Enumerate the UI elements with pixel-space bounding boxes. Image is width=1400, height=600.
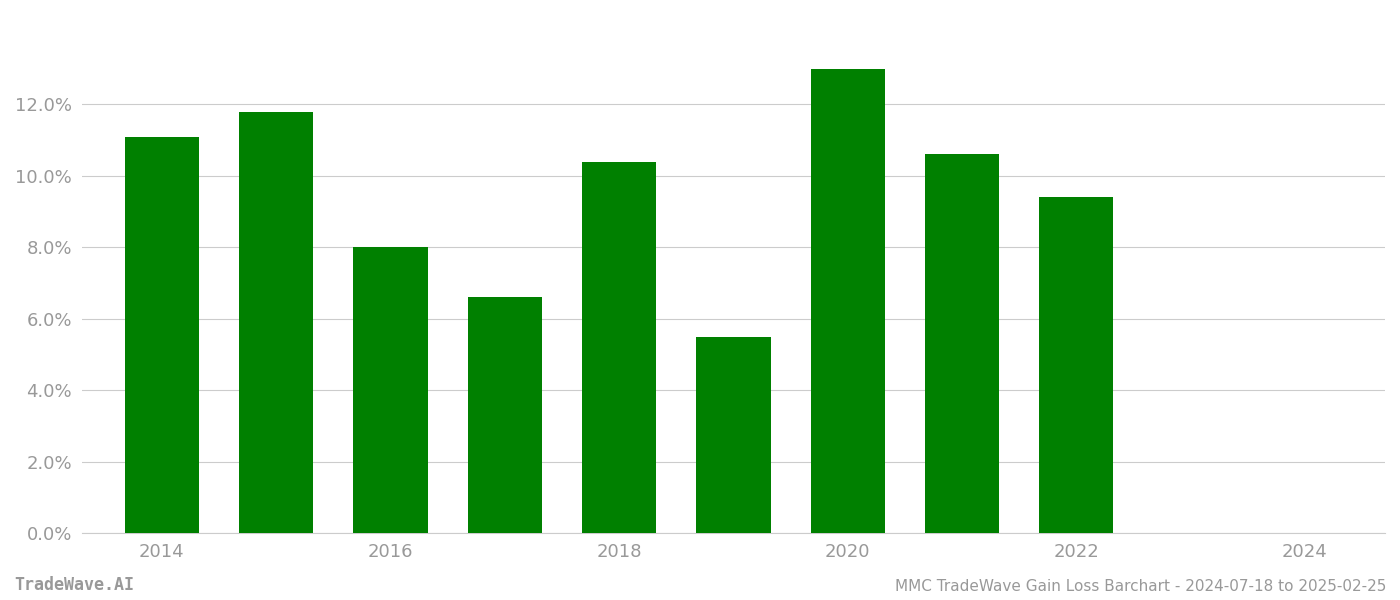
Bar <box>353 247 427 533</box>
Bar <box>468 298 542 533</box>
Text: MMC TradeWave Gain Loss Barchart - 2024-07-18 to 2025-02-25: MMC TradeWave Gain Loss Barchart - 2024-… <box>895 579 1386 594</box>
Text: TradeWave.AI: TradeWave.AI <box>14 576 134 594</box>
Bar <box>811 68 885 533</box>
Bar <box>925 154 1000 533</box>
Bar <box>239 112 314 533</box>
Bar <box>1039 197 1113 533</box>
Bar <box>125 137 199 533</box>
Bar <box>582 161 657 533</box>
Bar <box>696 337 770 533</box>
